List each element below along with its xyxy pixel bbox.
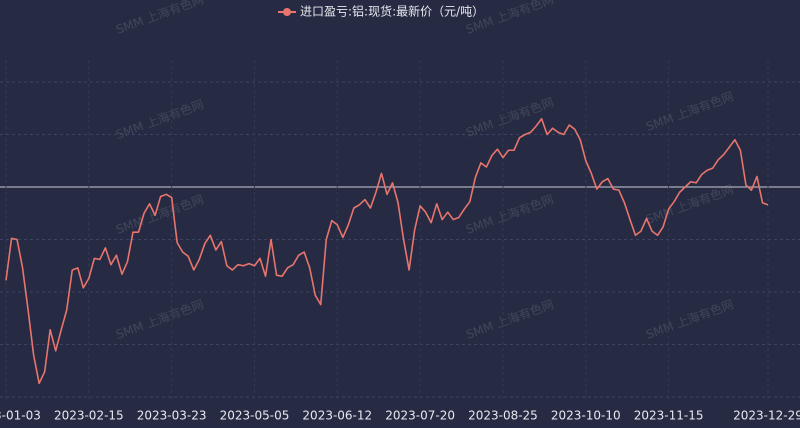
series-line <box>5 117 769 385</box>
x-tick-label: 2023-01-03 <box>0 409 41 423</box>
x-tick-label: 2023-06-12 <box>302 409 372 423</box>
x-tick-label: 2023-11-15 <box>634 409 704 423</box>
x-tick-label: 2023-08-25 <box>468 409 538 423</box>
x-tick-label: 2023-07-20 <box>385 409 455 423</box>
x-tick-label: 2023-10-10 <box>551 409 621 423</box>
x-tick-label: 2023-12-29 <box>733 409 800 423</box>
x-tick-label: 2023-02-15 <box>54 409 124 423</box>
legend-item: 进口盈亏:铝:现货:最新价（元/吨） <box>278 4 484 19</box>
x-tick-label: 2023-03-23 <box>137 409 207 423</box>
legend-label: 进口盈亏:铝:现货:最新价（元/吨） <box>300 4 484 19</box>
x-tick-label: 2023-05-05 <box>220 409 290 423</box>
legend-marker <box>283 8 291 16</box>
